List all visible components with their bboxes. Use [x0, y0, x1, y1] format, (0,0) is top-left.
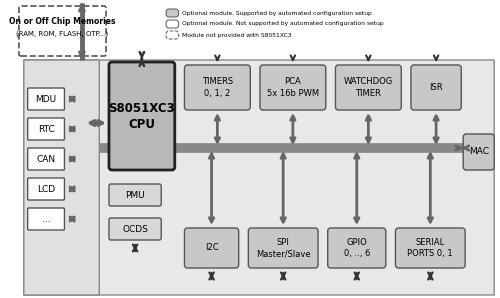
Text: I2C: I2C	[205, 243, 218, 252]
Text: WATCHDOG
TIMER: WATCHDOG TIMER	[344, 77, 393, 97]
FancyBboxPatch shape	[411, 65, 462, 110]
Text: CAN: CAN	[36, 154, 56, 164]
FancyBboxPatch shape	[109, 62, 175, 170]
Text: LCD: LCD	[37, 184, 55, 193]
Text: TIMERS
0, 1, 2: TIMERS 0, 1, 2	[202, 77, 233, 97]
FancyBboxPatch shape	[28, 118, 64, 140]
Text: (RAM, ROM, FLASH, OTP...): (RAM, ROM, FLASH, OTP...)	[16, 31, 108, 37]
FancyBboxPatch shape	[24, 60, 100, 295]
FancyBboxPatch shape	[24, 60, 494, 295]
Text: PCA
5x 16b PWM: PCA 5x 16b PWM	[267, 77, 319, 97]
Text: GPIO
0, .., 6: GPIO 0, .., 6	[344, 238, 370, 258]
Text: MAC: MAC	[468, 148, 488, 156]
FancyBboxPatch shape	[19, 6, 106, 56]
FancyBboxPatch shape	[184, 65, 250, 110]
FancyBboxPatch shape	[28, 178, 64, 200]
Text: MDU: MDU	[36, 94, 56, 103]
Text: PMU: PMU	[126, 190, 145, 199]
Text: S8051XC3
CPU: S8051XC3 CPU	[108, 102, 176, 131]
Text: ISR: ISR	[430, 83, 443, 92]
FancyBboxPatch shape	[28, 208, 64, 230]
FancyBboxPatch shape	[28, 88, 64, 110]
FancyBboxPatch shape	[166, 9, 178, 17]
FancyBboxPatch shape	[248, 228, 318, 268]
FancyBboxPatch shape	[463, 134, 494, 170]
Text: Optional module. Supported by automated configuration setup: Optional module. Supported by automated …	[182, 10, 372, 15]
FancyBboxPatch shape	[166, 20, 178, 28]
FancyBboxPatch shape	[260, 65, 326, 110]
Text: SERIAL
PORTS 0, 1: SERIAL PORTS 0, 1	[408, 238, 453, 258]
FancyBboxPatch shape	[184, 228, 238, 268]
Text: Optional module. Not supported by automated configuration setup: Optional module. Not supported by automa…	[182, 21, 383, 27]
Text: Module not provided with S8051XC3: Module not provided with S8051XC3	[182, 32, 291, 38]
Text: ...: ...	[42, 215, 50, 224]
FancyBboxPatch shape	[336, 65, 402, 110]
Text: OCDS: OCDS	[122, 224, 148, 234]
Text: RTC: RTC	[38, 125, 54, 134]
FancyBboxPatch shape	[109, 184, 161, 206]
FancyBboxPatch shape	[328, 228, 386, 268]
FancyBboxPatch shape	[166, 31, 178, 39]
Text: SPI
Master/Slave: SPI Master/Slave	[256, 238, 310, 258]
Text: On or Off Chip Memories: On or Off Chip Memories	[10, 18, 116, 27]
FancyBboxPatch shape	[396, 228, 465, 268]
FancyBboxPatch shape	[28, 148, 64, 170]
FancyBboxPatch shape	[109, 218, 161, 240]
